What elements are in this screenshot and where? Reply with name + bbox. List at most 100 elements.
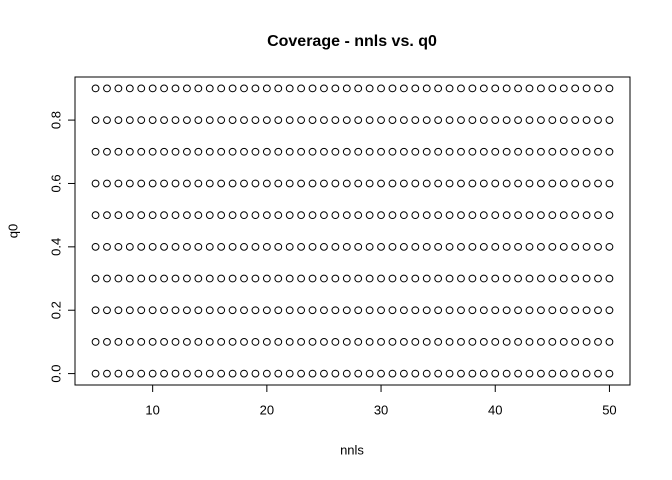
point (411, 147, 420, 156)
point (342, 306, 351, 315)
point (160, 116, 168, 124)
point (377, 242, 385, 251)
point (377, 274, 385, 283)
y-tick-label: 0.2 (48, 301, 63, 319)
point (605, 369, 614, 378)
point (251, 116, 260, 124)
point (365, 84, 374, 93)
point (160, 179, 168, 188)
point (548, 211, 557, 220)
point (399, 369, 408, 378)
point (148, 274, 157, 283)
point (240, 147, 248, 156)
point (411, 84, 420, 93)
point (434, 369, 443, 378)
point (502, 306, 511, 315)
point (514, 242, 522, 251)
point (399, 211, 408, 220)
point (285, 306, 294, 315)
point (468, 179, 477, 188)
point (388, 211, 397, 220)
point (502, 338, 511, 346)
point (605, 84, 614, 93)
point (103, 274, 111, 283)
point (594, 179, 602, 188)
point (479, 338, 488, 346)
point (217, 306, 226, 315)
point (217, 147, 226, 156)
point (365, 274, 374, 283)
point (434, 306, 443, 315)
point (422, 147, 431, 156)
point (274, 274, 283, 283)
point (262, 147, 271, 156)
y-axis-label: q0 (5, 224, 20, 238)
point (274, 338, 283, 346)
point (274, 179, 283, 188)
point (399, 116, 408, 124)
point (571, 369, 580, 378)
point (502, 274, 511, 283)
point (91, 84, 100, 93)
point (514, 338, 522, 346)
point (559, 211, 568, 220)
point (434, 338, 443, 346)
point (251, 179, 260, 188)
point (479, 179, 488, 188)
point (559, 84, 568, 93)
point (103, 369, 111, 378)
point (457, 274, 465, 283)
point (308, 306, 317, 315)
point (194, 84, 203, 93)
point (285, 242, 294, 251)
point (525, 179, 534, 188)
point (297, 179, 306, 188)
point (297, 242, 306, 251)
point (274, 84, 283, 93)
point (91, 338, 100, 346)
point (205, 306, 214, 315)
point (525, 369, 534, 378)
point (228, 242, 237, 251)
point (137, 179, 146, 188)
point (354, 306, 363, 315)
point (297, 211, 306, 220)
point (605, 147, 614, 156)
point (320, 274, 328, 283)
point (525, 242, 534, 251)
point (445, 211, 454, 220)
point (525, 84, 534, 93)
point (559, 116, 568, 124)
point (194, 179, 203, 188)
point (377, 306, 385, 315)
point (342, 116, 351, 124)
point (457, 84, 465, 93)
point (194, 147, 203, 156)
point (240, 242, 248, 251)
point (594, 211, 602, 220)
point (548, 242, 557, 251)
point (194, 274, 203, 283)
point (217, 369, 226, 378)
point (217, 338, 226, 346)
point (205, 274, 214, 283)
point (148, 116, 157, 124)
point (262, 116, 271, 124)
point (445, 338, 454, 346)
point (262, 211, 271, 220)
point (594, 116, 602, 124)
point (445, 242, 454, 251)
y-tick-label: 0.8 (48, 111, 63, 129)
point (331, 116, 340, 124)
point (377, 84, 385, 93)
point (388, 242, 397, 251)
point (171, 147, 180, 156)
point (491, 242, 500, 251)
point (274, 369, 283, 378)
point (320, 242, 328, 251)
point (125, 242, 134, 251)
point (114, 242, 123, 251)
point (137, 369, 146, 378)
point (479, 211, 488, 220)
point (354, 116, 363, 124)
